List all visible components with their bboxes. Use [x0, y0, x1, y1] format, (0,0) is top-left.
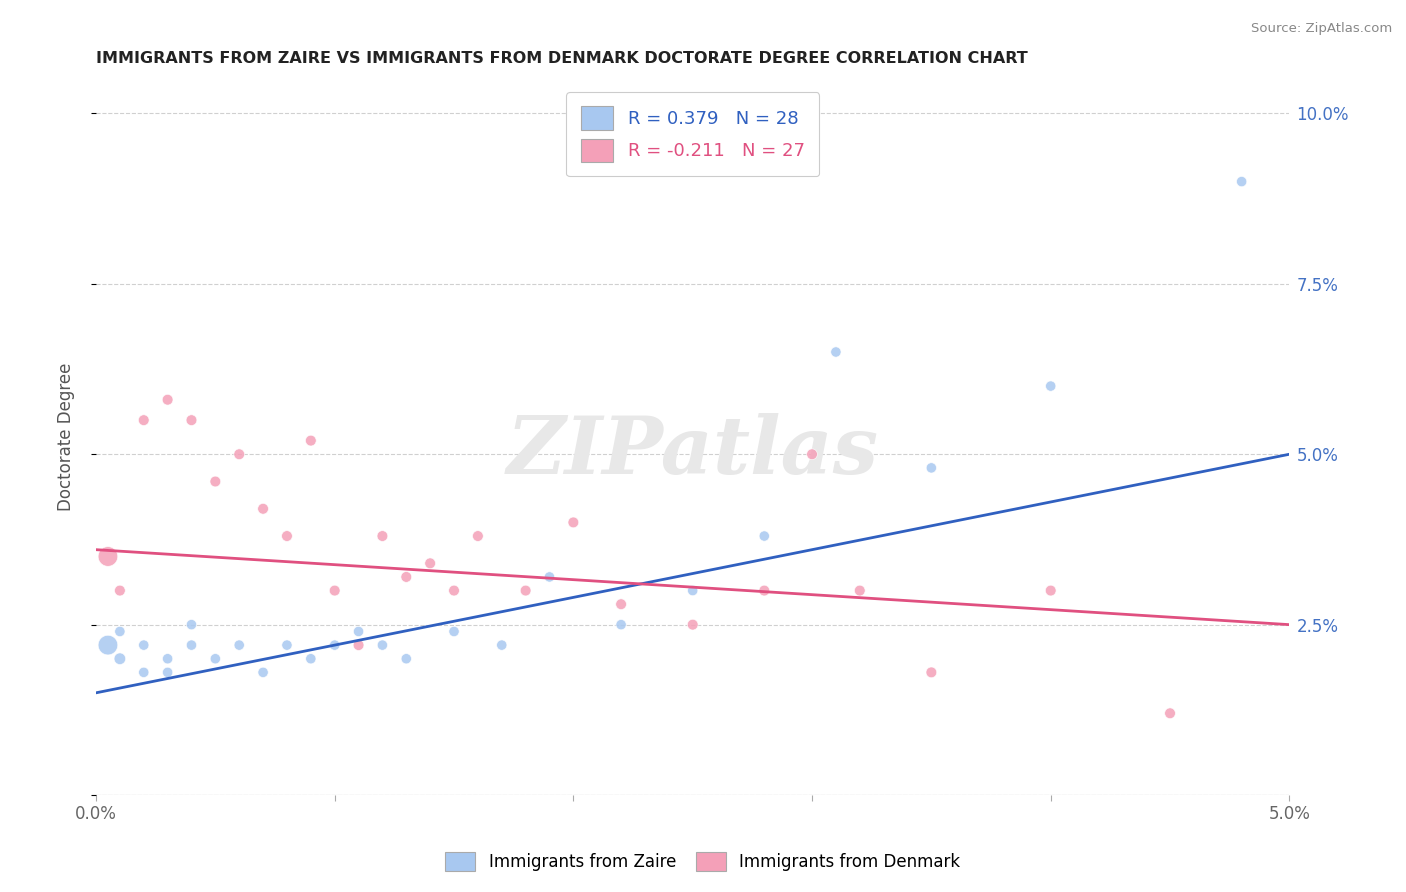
Point — [610, 617, 633, 632]
Point — [180, 413, 202, 427]
Point — [228, 638, 250, 652]
Point — [108, 583, 131, 598]
Point — [132, 413, 155, 427]
Point — [1230, 175, 1253, 189]
Point — [467, 529, 489, 543]
Point — [419, 557, 441, 571]
Point — [156, 651, 179, 665]
Point — [825, 345, 848, 359]
Legend: R = 0.379   N = 28, R = -0.211   N = 27: R = 0.379 N = 28, R = -0.211 N = 27 — [567, 92, 820, 177]
Point — [1039, 379, 1062, 393]
Point — [228, 447, 250, 461]
Text: ZIPatlas: ZIPatlas — [506, 413, 879, 491]
Point — [515, 583, 537, 598]
Point — [97, 549, 120, 564]
Point — [97, 638, 120, 652]
Point — [443, 583, 465, 598]
Text: IMMIGRANTS FROM ZAIRE VS IMMIGRANTS FROM DENMARK DOCTORATE DEGREE CORRELATION CH: IMMIGRANTS FROM ZAIRE VS IMMIGRANTS FROM… — [96, 51, 1028, 66]
Text: Source: ZipAtlas.com: Source: ZipAtlas.com — [1251, 22, 1392, 36]
Point — [180, 638, 202, 652]
Point — [299, 651, 322, 665]
Point — [180, 617, 202, 632]
Point — [920, 665, 942, 680]
Point — [156, 665, 179, 680]
Point — [276, 529, 298, 543]
Point — [371, 638, 394, 652]
Point — [395, 570, 418, 584]
Point — [108, 624, 131, 639]
Point — [132, 638, 155, 652]
Point — [1039, 583, 1062, 598]
Point — [538, 570, 561, 584]
Point — [562, 516, 585, 530]
Point — [754, 529, 776, 543]
Point — [323, 583, 346, 598]
Point — [1159, 706, 1181, 721]
Point — [801, 447, 824, 461]
Point — [276, 638, 298, 652]
Point — [610, 597, 633, 611]
Point — [682, 583, 704, 598]
Point — [108, 651, 131, 665]
Point — [323, 638, 346, 652]
Point — [347, 624, 370, 639]
Point — [204, 475, 226, 489]
Point — [682, 617, 704, 632]
Point — [371, 529, 394, 543]
Point — [299, 434, 322, 448]
Point — [252, 665, 274, 680]
Point — [848, 583, 870, 598]
Point — [754, 583, 776, 598]
Point — [132, 665, 155, 680]
Point — [443, 624, 465, 639]
Point — [920, 461, 942, 475]
Y-axis label: Doctorate Degree: Doctorate Degree — [58, 363, 75, 511]
Point — [491, 638, 513, 652]
Point — [347, 638, 370, 652]
Point — [156, 392, 179, 407]
Legend: Immigrants from Zaire, Immigrants from Denmark: Immigrants from Zaire, Immigrants from D… — [437, 843, 969, 880]
Point — [252, 501, 274, 516]
Point — [204, 651, 226, 665]
Point — [395, 651, 418, 665]
